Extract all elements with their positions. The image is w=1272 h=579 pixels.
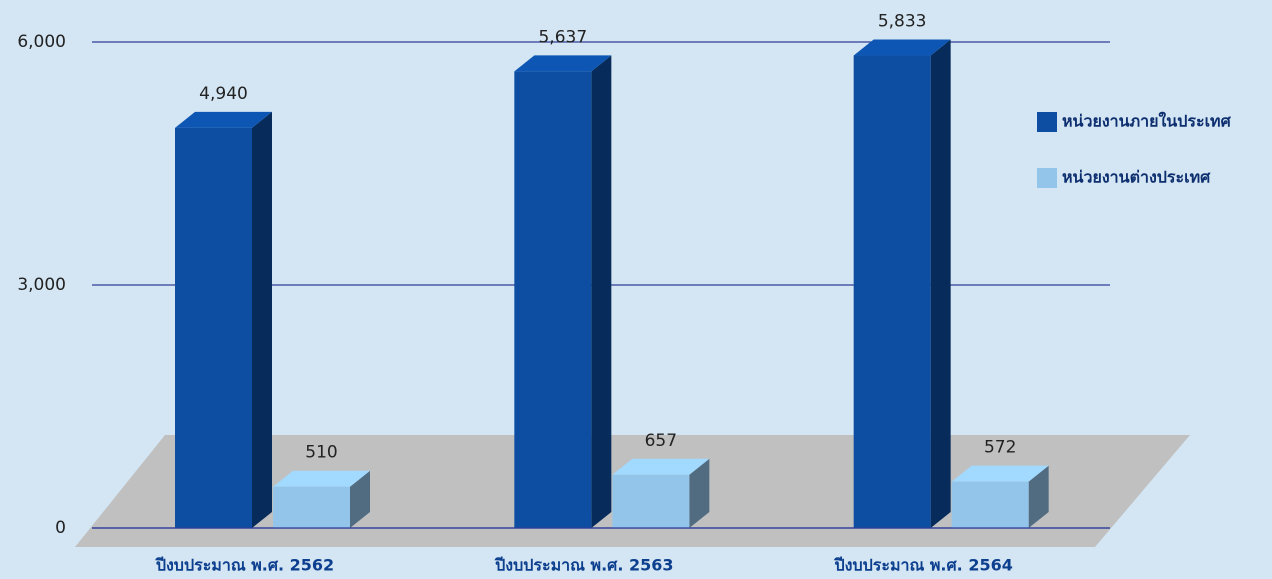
- bar: [951, 465, 1049, 528]
- bar-top: [612, 458, 710, 475]
- value-label: 572: [984, 438, 1016, 458]
- x-tick-label: ปีงบประมาณ พ.ศ. 2562: [154, 556, 334, 575]
- bar-side: [1028, 465, 1049, 528]
- bar: [514, 55, 612, 528]
- bar: [175, 111, 272, 529]
- bar-side: [252, 111, 272, 529]
- bar-side: [350, 470, 370, 528]
- value-label: 5,833: [878, 12, 927, 32]
- y-tick-label: 6,000: [17, 32, 66, 52]
- value-label: 5,637: [538, 27, 587, 47]
- bar-front: [273, 486, 350, 528]
- bar-top: [951, 465, 1049, 482]
- bar: [273, 470, 370, 528]
- bar-top: [514, 55, 612, 72]
- bar-side: [689, 458, 710, 528]
- y-tick-label: 0: [55, 518, 66, 538]
- bar-front: [514, 71, 592, 528]
- bar-top: [853, 39, 951, 56]
- bar-front: [175, 127, 252, 529]
- bar-side: [930, 39, 951, 528]
- bar-top: [175, 111, 272, 128]
- legend-swatch: [1037, 168, 1057, 188]
- bar-side: [591, 55, 612, 528]
- bar-front: [853, 55, 931, 528]
- bar: [853, 39, 951, 528]
- value-label: 510: [305, 443, 337, 463]
- value-label: 4,940: [199, 84, 248, 104]
- bar-front: [951, 481, 1029, 528]
- bar: [612, 458, 710, 528]
- legend-label: หน่วยงานภายในประเทศ: [1062, 112, 1232, 131]
- x-tick-label: ปีงบประมาณ พ.ศ. 2563: [494, 556, 674, 575]
- value-label: 657: [645, 431, 677, 451]
- bar-top: [273, 470, 370, 487]
- bar-front: [612, 474, 690, 528]
- legend-swatch: [1037, 112, 1057, 132]
- legend-label: หน่วยงานต่างประเทศ: [1062, 168, 1211, 187]
- y-tick-label: 3,000: [17, 275, 66, 295]
- x-tick-label: ปีงบประมาณ พ.ศ. 2564: [833, 556, 1013, 575]
